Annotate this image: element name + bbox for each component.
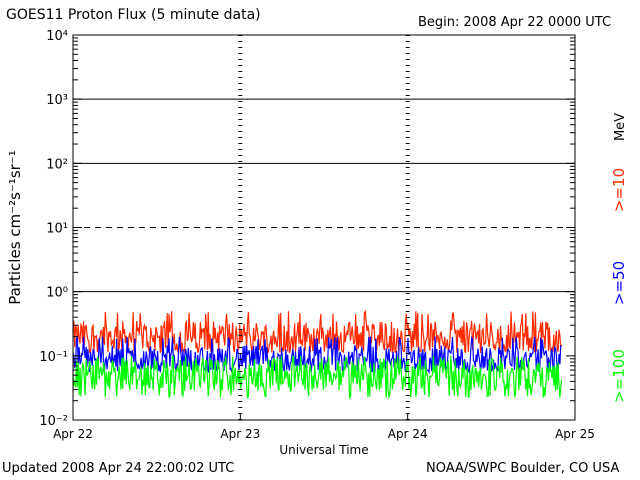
begin-time: Begin: 2008 Apr 22 0000 UTC: [418, 15, 612, 30]
legend-unit: MeV: [613, 113, 628, 141]
legend-label-2: >=50: [610, 261, 628, 305]
y-tick-label: 10²: [46, 157, 68, 172]
source-text: NOAA/SWPC Boulder, CO USA: [426, 461, 620, 476]
y-tick-label: 10⁰: [46, 286, 68, 301]
x-axis-title: Universal Time: [279, 443, 368, 457]
grid-layer: [73, 35, 575, 420]
y-tick-label: 10⁻¹: [39, 350, 68, 365]
y-tick-label: 10⁻²: [39, 414, 68, 429]
series-layer: [72, 309, 563, 400]
series-line-1: [72, 309, 563, 355]
legend-label-3: >=100: [610, 349, 628, 403]
x-tick-label: Apr 25: [555, 427, 595, 441]
y-axis-title: Particles cm⁻²s⁻¹sr⁻¹: [6, 150, 24, 304]
updated-text: Updated 2008 Apr 24 22:00:02 UTC: [2, 461, 235, 476]
y-tick-label: 10⁴: [46, 29, 68, 44]
legend-label-1: >=10: [610, 168, 628, 212]
axis-layer: 10⁻² 10⁻¹ 10⁰ 10¹ 10² 10³ 10⁴ Apr 22 Apr 23 Apr 2…: [6, 29, 595, 457]
y-tick-label: 10³: [46, 93, 68, 108]
chart-title: GOES11 Proton Flux (5 minute data): [6, 7, 261, 23]
x-tick-label: Apr 22: [53, 427, 93, 441]
x-tick-label: Apr 23: [220, 427, 260, 441]
x-tick-label: Apr 24: [388, 427, 428, 441]
y-tick-label: 10¹: [46, 222, 68, 237]
legend-layer: MeV >=10 >=50 >=100: [610, 113, 628, 403]
series-line-3: [72, 354, 563, 400]
